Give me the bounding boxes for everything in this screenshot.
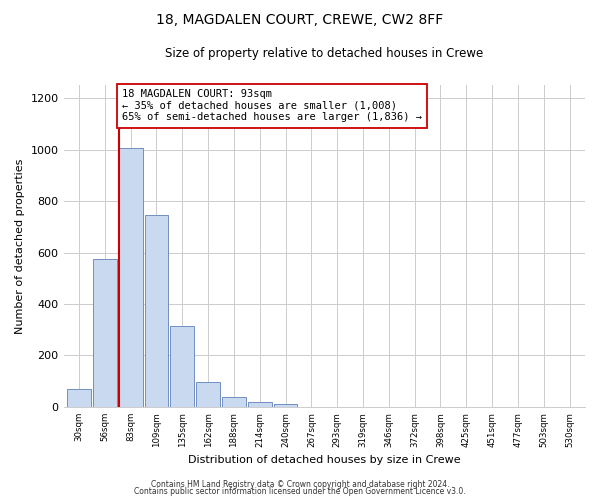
Bar (170, 326, 194, 407)
Text: 18 MAGDALEN COURT: 93sqm
← 35% of detached houses are smaller (1,008)
65% of sem: 18 MAGDALEN COURT: 93sqm ← 35% of detach… (122, 89, 422, 122)
Bar (222, 396, 246, 407)
Bar (93, 259, 117, 407)
Bar (196, 382, 220, 407)
Bar (274, 404, 298, 407)
Bar (67, 389, 91, 407)
Bar (119, 148, 143, 407)
Bar (145, 215, 169, 407)
Title: Size of property relative to detached houses in Crewe: Size of property relative to detached ho… (165, 48, 484, 60)
Text: Contains public sector information licensed under the Open Government Licence v3: Contains public sector information licen… (134, 487, 466, 496)
Text: 18, MAGDALEN COURT, CREWE, CW2 8FF: 18, MAGDALEN COURT, CREWE, CW2 8FF (157, 12, 443, 26)
Bar (248, 402, 272, 407)
X-axis label: Distribution of detached houses by size in Crewe: Distribution of detached houses by size … (188, 455, 461, 465)
Y-axis label: Number of detached properties: Number of detached properties (15, 158, 25, 334)
Text: Contains HM Land Registry data © Crown copyright and database right 2024.: Contains HM Land Registry data © Crown c… (151, 480, 449, 489)
